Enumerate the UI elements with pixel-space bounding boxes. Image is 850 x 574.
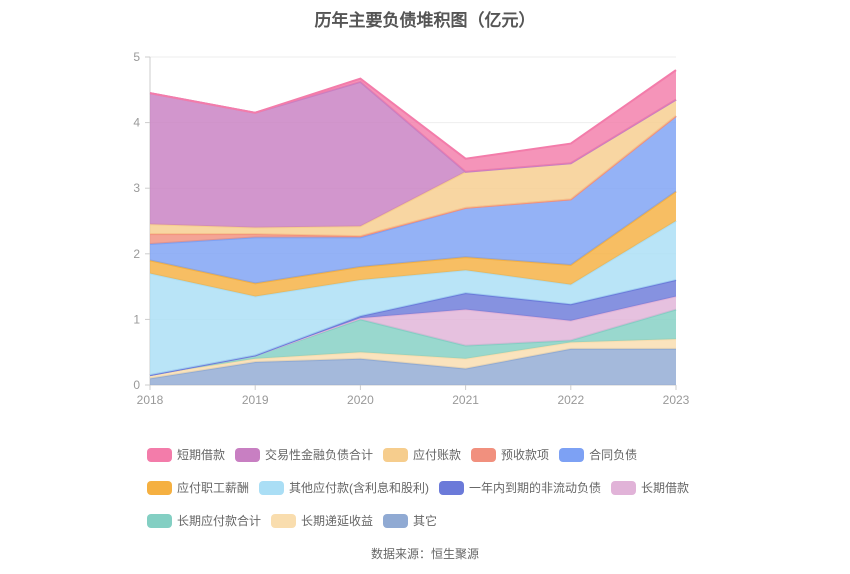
series-line [149,69,677,160]
legend-label: 短期借款 [177,448,226,462]
legend-label: 一年内到期的非流动负债 [469,481,602,495]
data-source: 数据来源：恒生聚源 [370,547,479,561]
legend-swatch [559,447,585,462]
x-tick-label: 2019 [242,393,269,407]
x-tick-label: 2023 [663,393,690,407]
x-tick-label: 2018 [137,393,164,407]
legend-label: 交易性金融负债合计 [265,448,374,462]
legend-swatch [235,447,261,462]
area-band [150,296,676,376]
area-band [150,116,676,284]
area-band [150,339,676,379]
x-tick-label: 2022 [557,393,584,407]
y-tick-label: 5 [133,50,140,64]
area-band [150,280,676,376]
legend-item-10[interactable]: 长期递延收益 [271,512,373,529]
legend-item-7[interactable]: 一年内到期的非流动负债 [439,479,601,496]
legend-item-4[interactable]: 合同负债 [559,446,637,463]
legend-swatch [439,480,465,495]
legend-swatch [147,513,172,528]
legend-label: 预收款项 [501,448,550,462]
area-band [150,221,676,376]
legend-swatch [383,447,409,462]
chart-title: 历年主要负债堆积图（亿元） [314,11,536,30]
legend-swatch [383,513,409,528]
area-band [150,70,676,172]
legend-item-5[interactable]: 应付职工薪酬 [147,479,249,496]
area-band [150,191,676,297]
legend-swatch [147,480,172,495]
legend-item-6[interactable]: 其他应付款(含利息和股利) [259,479,429,496]
legend-label: 其它 [413,514,438,528]
y-tick-label: 3 [133,181,140,195]
legend-swatch [471,447,497,462]
legend-swatch [147,447,172,462]
y-tick-label: 0 [133,378,140,392]
legend-swatch [271,513,297,528]
legend-item-2[interactable]: 应付账款 [383,446,461,463]
x-tick-label: 2020 [347,393,374,407]
legend-item-9[interactable]: 长期应付款合计 [147,512,261,529]
y-tick-label: 2 [133,247,140,261]
legend-label: 长期递延收益 [301,514,374,528]
legend-label: 其他应付款(含利息和股利) [289,481,430,495]
chart-legend: 短期借款 交易性金融负债合计 应付账款 预收款项 合同负债应付职工薪酬 其他应付款(含利息… [147,446,733,529]
legend-label: 应付账款 [413,448,462,462]
legend-label: 长期应付款合计 [177,514,262,528]
area-band [150,99,676,237]
y-tick-label: 4 [133,116,140,130]
legend-label: 应付职工薪酬 [177,481,250,495]
legend-swatch [611,480,637,495]
legend-label: 长期借款 [641,481,690,495]
legend-item-8[interactable]: 长期借款 [611,479,689,496]
legend-item-0[interactable]: 短期借款 [147,446,225,463]
y-tick-label: 1 [133,312,140,326]
area-band [150,348,676,385]
legend-label: 合同负债 [589,448,638,462]
legend-item-3[interactable]: 预收款项 [471,446,549,463]
x-tick-label: 2021 [452,393,479,407]
legend-item-1[interactable]: 交易性金融负债合计 [235,446,373,463]
legend-swatch [259,480,285,495]
area-band [150,81,676,228]
area-band [150,309,676,376]
legend-item-11[interactable]: 其它 [383,512,437,529]
